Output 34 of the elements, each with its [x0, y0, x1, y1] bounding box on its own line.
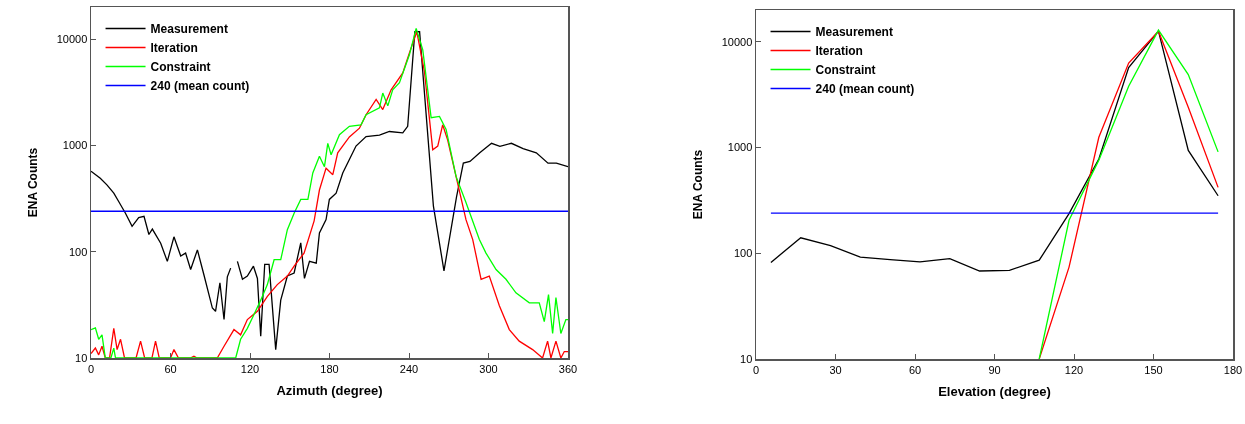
- legend-label: Iteration: [150, 41, 198, 56]
- y-axis-title: ENA Counts: [691, 149, 706, 220]
- legend-label: Iteration: [815, 44, 863, 59]
- legend-label: Measurement: [815, 25, 893, 40]
- x-tick-label: 180: [320, 362, 339, 375]
- legend-label: 240 (mean count): [150, 79, 250, 94]
- legend-label: Constraint: [815, 63, 876, 78]
- y-tick-label: 10000: [721, 35, 753, 48]
- x-axis-title: Elevation (degree): [938, 384, 1051, 400]
- legend-label: Measurement: [150, 22, 228, 37]
- y-tick-label: 10000: [56, 32, 88, 45]
- y-tick-label: 10: [740, 352, 753, 365]
- y-tick-label: 10: [75, 351, 88, 364]
- x-tick-label: 240: [399, 362, 419, 375]
- x-tick-label: 60: [908, 363, 922, 376]
- y-tick-label: 1000: [727, 141, 753, 154]
- x-tick-label: 120: [240, 362, 260, 375]
- x-axis-title: Azimuth (degree): [276, 383, 383, 399]
- x-tick-label: 0: [87, 362, 95, 375]
- y-tick-label: 100: [733, 247, 753, 260]
- x-tick-label: 30: [829, 363, 842, 376]
- legend-label: Constraint: [150, 60, 211, 75]
- y-tick-label: 1000: [62, 139, 88, 152]
- x-tick-label: 150: [1144, 363, 1163, 376]
- x-tick-label: 90: [988, 363, 1001, 376]
- x-tick-label: 120: [1064, 363, 1084, 376]
- x-tick-label: 300: [479, 362, 498, 375]
- legend-label: 240 (mean count): [815, 82, 915, 97]
- x-tick-label: 0: [752, 363, 760, 376]
- x-tick-label: 360: [558, 362, 578, 375]
- x-tick-label: 180: [1223, 363, 1243, 376]
- y-axis-title: ENA Counts: [26, 147, 41, 218]
- y-tick-label: 100: [68, 245, 88, 258]
- x-tick-label: 60: [164, 362, 177, 375]
